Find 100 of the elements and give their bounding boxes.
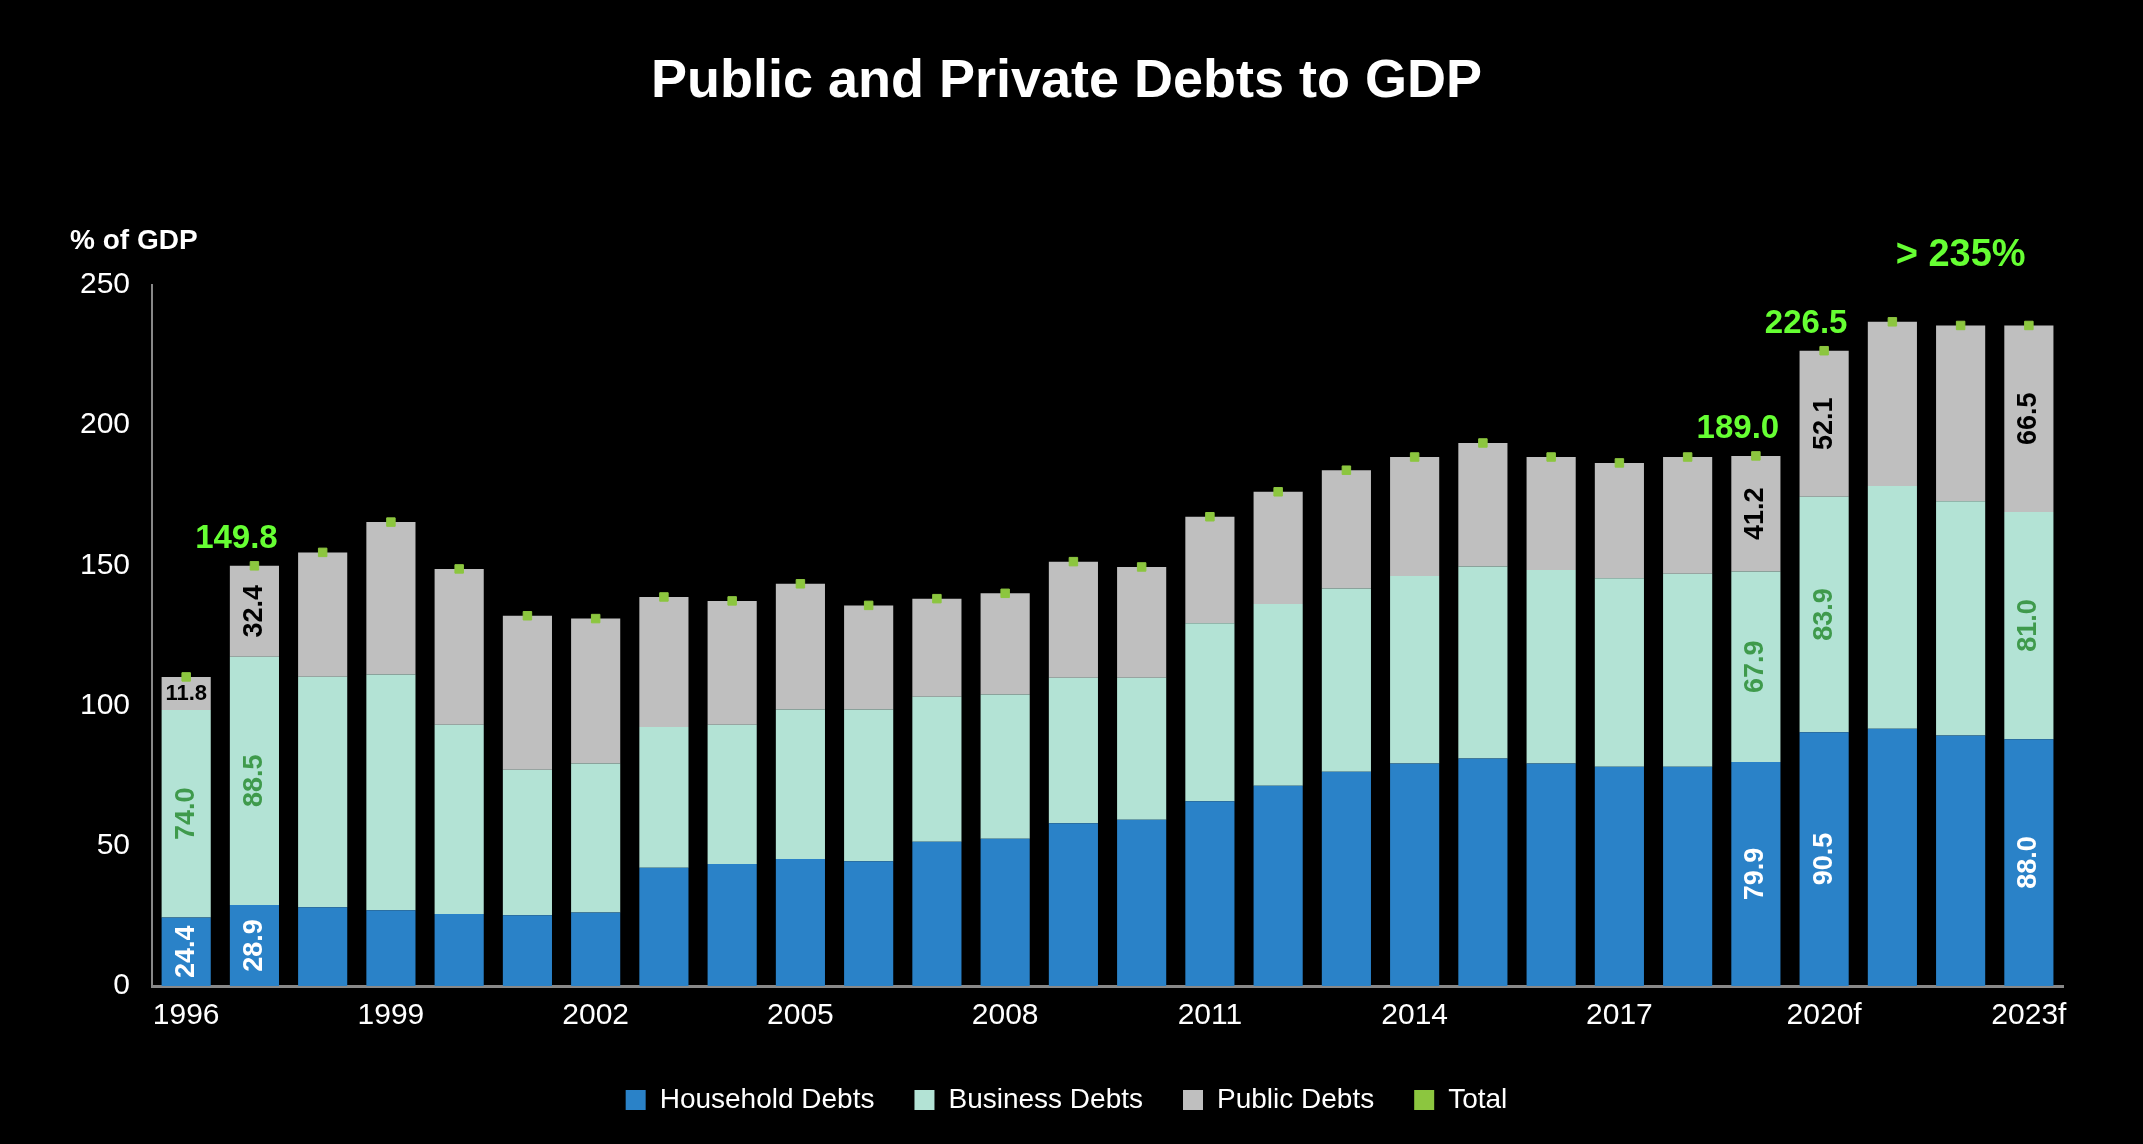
bar [229, 656, 279, 905]
bar [571, 912, 621, 986]
point [1136, 562, 1147, 572]
data-label: 149.8 [195, 518, 278, 556]
x-tick-label: 2008 [971, 997, 1039, 1031]
point [1751, 451, 1761, 461]
bar [1731, 455, 1781, 572]
data-label: 88.0 [2012, 836, 2043, 889]
bar [1390, 763, 1440, 986]
bar [980, 593, 1030, 695]
x-tick-label: 2011 [1177, 997, 1243, 1031]
point [727, 596, 737, 606]
bar [1526, 570, 1576, 764]
bar [434, 724, 484, 914]
bar [502, 769, 552, 916]
bar [1253, 491, 1303, 604]
chart-title: Public and Private Debts to GDP [650, 48, 1483, 109]
bar [912, 696, 962, 842]
bar [1458, 566, 1508, 759]
point [386, 517, 396, 527]
bar [980, 694, 1030, 839]
y-tick-label: 100 [79, 686, 131, 720]
bar [2004, 739, 2054, 986]
bar [1048, 823, 1098, 986]
bar [1663, 573, 1713, 767]
bar [1117, 819, 1167, 986]
bar [1594, 578, 1644, 767]
bar [1731, 571, 1781, 762]
point [1614, 458, 1625, 468]
bar [502, 915, 552, 986]
bar [502, 615, 552, 770]
bar [707, 724, 757, 864]
bar [571, 763, 621, 913]
bar [1799, 496, 1849, 733]
bar [2004, 325, 2054, 512]
bar [1867, 728, 1917, 986]
legend-label: Business Debts [948, 1082, 1144, 1114]
bar [1458, 442, 1508, 567]
bar [1663, 457, 1713, 574]
data-label: 74.0 [169, 787, 200, 841]
point [1068, 556, 1079, 567]
data-label: 90.5 [1807, 832, 1838, 886]
point [181, 672, 191, 682]
bar [844, 709, 894, 862]
data-label: 88.5 [237, 754, 268, 808]
data-label: 52.1 [1807, 397, 1838, 451]
point [795, 579, 806, 589]
x-tick-label: 2023f [1991, 997, 2068, 1031]
data-label: 32.4 [237, 585, 268, 638]
bar [298, 907, 348, 986]
point [1341, 465, 1352, 475]
bar [775, 583, 825, 710]
data-label: 11.8 [165, 679, 207, 705]
x-tick-label: 2005 [767, 997, 834, 1031]
bar [1253, 785, 1303, 986]
data-label: 24.4 [169, 925, 200, 979]
bar [366, 674, 416, 911]
bar [1185, 623, 1235, 802]
point [1887, 317, 1898, 327]
legend-label: Household Debts [659, 1082, 875, 1114]
bar [571, 618, 621, 764]
point [863, 600, 874, 611]
point [2024, 320, 2034, 331]
bar [912, 841, 962, 986]
bar [1731, 761, 1781, 986]
bar [775, 709, 825, 859]
bar [1185, 801, 1235, 986]
point [1819, 345, 1829, 356]
x-tick-label: 2014 [1381, 997, 1449, 1031]
y-tick-label: 150 [79, 546, 131, 580]
bar [844, 861, 894, 986]
bar [1594, 462, 1644, 579]
data-label: 28.9 [237, 919, 268, 972]
legend-label: Public Debts [1217, 1082, 1375, 1114]
bar [1936, 735, 1986, 986]
point [1205, 512, 1215, 522]
bar [1390, 457, 1440, 576]
bar [1936, 501, 1986, 736]
point [522, 611, 533, 621]
bar [1867, 485, 1917, 729]
bar [298, 676, 348, 908]
x-tick-label: 2020f [1786, 997, 1863, 1031]
bar [980, 838, 1030, 986]
bar [1799, 732, 1849, 986]
bar [434, 568, 484, 725]
bar [1867, 321, 1917, 486]
bar [639, 867, 689, 986]
point [249, 561, 260, 571]
x-tick-label: 1996 [152, 997, 220, 1031]
point [317, 547, 328, 558]
bar [1663, 766, 1713, 986]
bar [1799, 350, 1849, 497]
bar [707, 600, 757, 725]
point [454, 564, 464, 574]
bar [1048, 561, 1098, 678]
bar [161, 710, 211, 918]
legend-label: Total [1448, 1082, 1508, 1114]
data-label: 83.9 [1807, 588, 1838, 641]
point [1546, 452, 1556, 462]
bar [707, 863, 757, 986]
